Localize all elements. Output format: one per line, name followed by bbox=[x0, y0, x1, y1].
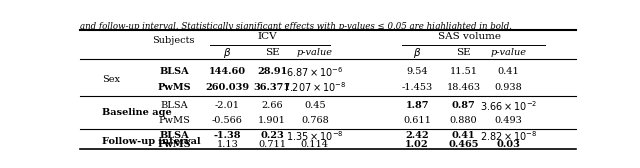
Text: SE: SE bbox=[456, 48, 471, 57]
Text: 0.41: 0.41 bbox=[498, 67, 520, 76]
Text: p-value: p-value bbox=[297, 48, 333, 57]
Text: $3.66\times10^{-2}$: $3.66\times10^{-2}$ bbox=[480, 99, 538, 113]
Text: 9.54: 9.54 bbox=[406, 67, 428, 76]
Text: PwMS: PwMS bbox=[157, 83, 191, 92]
Text: -1.453: -1.453 bbox=[401, 83, 433, 92]
Text: and follow-up interval. Statistically significant effects with p-values ≤ 0.05 a: and follow-up interval. Statistically si… bbox=[80, 22, 512, 31]
Text: SE: SE bbox=[265, 48, 280, 57]
Text: 2.66: 2.66 bbox=[261, 101, 283, 110]
Text: 0.611: 0.611 bbox=[403, 116, 431, 125]
Text: 2.42: 2.42 bbox=[405, 131, 429, 140]
Text: BLSA: BLSA bbox=[159, 131, 189, 140]
Text: Baseline age: Baseline age bbox=[102, 108, 172, 117]
Text: 1.87: 1.87 bbox=[405, 101, 429, 110]
Text: ICV: ICV bbox=[258, 32, 277, 41]
Text: Subjects: Subjects bbox=[152, 36, 195, 46]
Text: 0.87: 0.87 bbox=[452, 101, 476, 110]
Text: $2.82\times10^{-8}$: $2.82\times10^{-8}$ bbox=[480, 129, 538, 143]
Text: -0.566: -0.566 bbox=[212, 116, 243, 125]
Text: 0.938: 0.938 bbox=[495, 83, 522, 92]
Text: 0.493: 0.493 bbox=[495, 116, 522, 125]
Text: 1.901: 1.901 bbox=[259, 116, 286, 125]
Text: 0.03: 0.03 bbox=[497, 140, 520, 149]
Text: 0.114: 0.114 bbox=[301, 140, 329, 149]
Text: PwMS: PwMS bbox=[159, 116, 191, 125]
Text: $7.207\times10^{-8}$: $7.207\times10^{-8}$ bbox=[283, 80, 347, 94]
Text: -1.38: -1.38 bbox=[214, 131, 241, 140]
Text: 0.45: 0.45 bbox=[304, 101, 326, 110]
Text: PwMS: PwMS bbox=[157, 140, 191, 149]
Text: $6.87\times10^{-6}$: $6.87\times10^{-6}$ bbox=[286, 65, 344, 79]
Text: 36.371: 36.371 bbox=[253, 83, 291, 92]
Text: 0.23: 0.23 bbox=[260, 131, 284, 140]
Text: BLSA: BLSA bbox=[161, 101, 188, 110]
Text: 0.711: 0.711 bbox=[258, 140, 286, 149]
Text: 18.463: 18.463 bbox=[447, 83, 481, 92]
Text: 0.880: 0.880 bbox=[450, 116, 477, 125]
Text: -2.01: -2.01 bbox=[215, 101, 240, 110]
Text: $\beta$: $\beta$ bbox=[223, 46, 232, 59]
Text: 0.41: 0.41 bbox=[452, 131, 476, 140]
Text: p-value: p-value bbox=[491, 48, 527, 57]
Text: Follow-up interval: Follow-up interval bbox=[102, 137, 200, 145]
Text: 28.91: 28.91 bbox=[257, 67, 287, 76]
Text: $1.35\times10^{-8}$: $1.35\times10^{-8}$ bbox=[286, 129, 344, 143]
Text: 260.039: 260.039 bbox=[205, 83, 250, 92]
Text: 11.51: 11.51 bbox=[450, 67, 477, 76]
Text: 1.02: 1.02 bbox=[405, 140, 429, 149]
Text: Sex: Sex bbox=[102, 75, 120, 84]
Text: SAS volume: SAS volume bbox=[438, 32, 501, 41]
Text: 144.60: 144.60 bbox=[209, 67, 246, 76]
Text: $\beta$: $\beta$ bbox=[413, 46, 421, 59]
Text: 0.768: 0.768 bbox=[301, 116, 329, 125]
Text: 1.13: 1.13 bbox=[216, 140, 238, 149]
Text: BLSA: BLSA bbox=[159, 67, 189, 76]
Text: 0.465: 0.465 bbox=[449, 140, 479, 149]
